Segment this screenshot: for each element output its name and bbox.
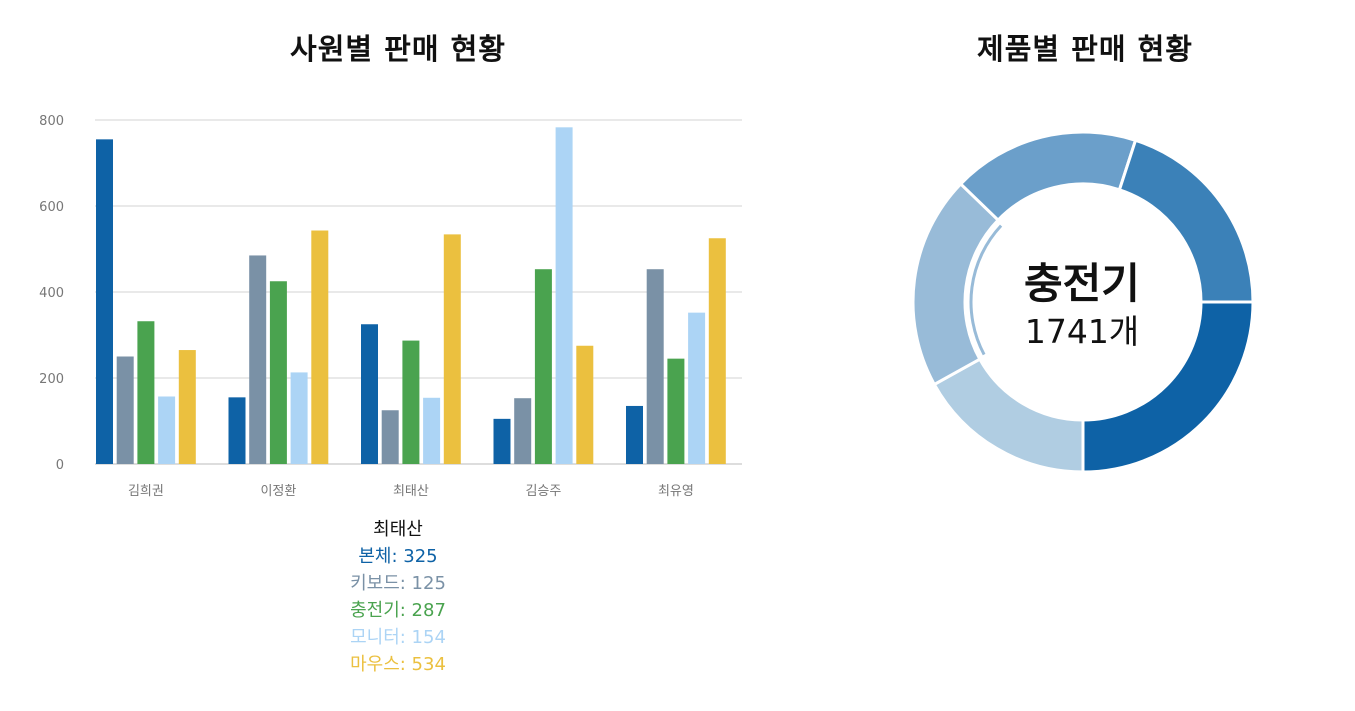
bar[interactable]: 김승주 모니터: 783 [555, 127, 573, 464]
tooltip-row: 모니터: 154 [350, 627, 446, 648]
bar[interactable]: 최태산 마우스: 534 [443, 234, 461, 464]
y-tick-label: 200 [39, 372, 64, 387]
x-category-label: 김희권 [128, 484, 164, 499]
tooltip-row: 충전기: 287 [350, 600, 446, 621]
bar[interactable]: 최유영 키보드: 453 [646, 269, 664, 464]
tooltip-name: 최태산 [373, 519, 423, 540]
x-category-label: 이정환 [260, 484, 296, 499]
bar[interactable]: 이정환 본체: 155 [228, 397, 246, 464]
bar[interactable]: 김희권 본체: 755 [96, 139, 113, 464]
bar[interactable]: 이정환 모니터: 213 [290, 372, 308, 464]
tooltip: 최태산 본체: 325 키보드: 125 충전기: 287 모니터: 154 마우스: … [298, 516, 498, 678]
donut-center-category: 충전기 [1024, 259, 1140, 308]
tooltip-row: 키보드: 125 [350, 573, 446, 594]
bar[interactable]: 김희권 키보드: 250 [116, 356, 134, 465]
bar[interactable]: 김승주 본체: 105 [493, 418, 511, 464]
bar[interactable]: 이정환 키보드: 485 [249, 255, 267, 464]
donut-slice[interactable] [958, 130, 1138, 223]
bar[interactable]: 최태산 충전기: 287 [402, 340, 420, 464]
bar[interactable]: 최유영 본체: 135 [626, 405, 643, 464]
bar[interactable]: 김승주 마우스: 275 [576, 345, 594, 464]
donut-center-value: 1741개 [1024, 312, 1140, 351]
bar[interactable]: 최유영 모니터: 352 [688, 312, 706, 464]
bar[interactable]: 최태산 키보드: 125 [381, 410, 399, 464]
donut-slice[interactable] [932, 357, 1085, 474]
bar[interactable]: 김희권 모니터: 157 [158, 396, 176, 464]
bar[interactable]: 김희권 마우스: 265 [178, 350, 196, 464]
bar[interactable]: 김희권 충전기: 332 [137, 321, 155, 464]
x-category-label: 최유영 [658, 484, 694, 499]
bar[interactable]: 최태산 본체: 325 [361, 324, 378, 464]
y-tick-label: 400 [39, 286, 64, 301]
bar[interactable]: 이정환 마우스: 543 [311, 230, 329, 464]
donut-chart-title: 제품별 판매 현황 [977, 32, 1193, 66]
bar-chart-title: 사원별 판매 현황 [290, 32, 506, 66]
bar[interactable]: 최유영 마우스: 525 [708, 238, 726, 464]
y-tick-label: 800 [39, 114, 64, 129]
tooltip-row: 본체: 325 [358, 546, 438, 567]
y-tick-label: 0 [56, 458, 64, 473]
bar[interactable]: 최유영 충전기: 245 [667, 358, 685, 464]
bar[interactable]: 김승주 충전기: 453 [534, 269, 552, 464]
y-tick-label: 600 [39, 200, 64, 215]
bar[interactable]: 이정환 충전기: 425 [269, 281, 287, 464]
bar[interactable]: 최태산 모니터: 154 [423, 397, 441, 464]
tooltip-row: 마우스: 534 [350, 654, 446, 675]
bar[interactable]: 김승주 키보드: 153 [514, 398, 532, 464]
x-category-label: 김승주 [525, 484, 561, 499]
x-category-label: 최태산 [393, 484, 429, 499]
